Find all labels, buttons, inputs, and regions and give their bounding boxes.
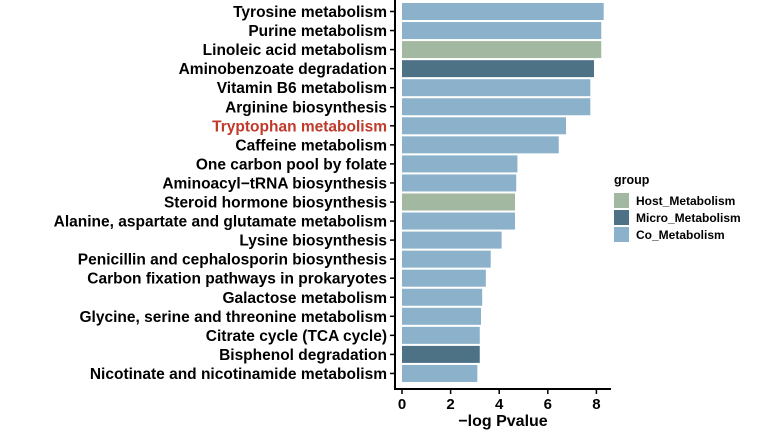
x-tick-label: 4 <box>495 396 504 413</box>
category-label: One carbon pool by folate <box>196 156 388 173</box>
bar <box>402 79 591 97</box>
x-tick-label: 8 <box>592 396 600 413</box>
x-tick-label: 6 <box>544 396 552 413</box>
bar <box>402 345 480 363</box>
category-label: Linoleic acid metabolism <box>203 42 387 59</box>
x-tick-label: 2 <box>446 396 454 413</box>
category-label: Citrate cycle (TCA cycle) <box>206 328 387 345</box>
category-label: Bisphenol degradation <box>219 347 387 364</box>
category-label: Nicotinate and nicotinamide metabolism <box>90 366 387 383</box>
legend: group Host_Metabolism Micro_Metabolism Co_… <box>614 173 741 242</box>
legend-items: Host_Metabolism Micro_Metabolism Co_Metabo… <box>614 193 741 242</box>
category-label: Tryptophan metabolism <box>212 118 387 135</box>
bar <box>402 212 515 230</box>
bar <box>402 117 567 135</box>
category-label: Alanine, aspartate and glutamate metabol… <box>54 214 387 231</box>
category-label: Glycine, serine and threonine metabolism <box>79 309 387 326</box>
bar <box>402 269 486 287</box>
legend-entry-label: Co_Metabolism <box>636 228 725 242</box>
category-label: Tyrosine metabolism <box>233 4 387 21</box>
x-axis-title: −log Pvalue <box>458 413 547 430</box>
bar <box>402 193 515 211</box>
bar <box>402 288 483 306</box>
bar <box>402 364 478 382</box>
bar <box>402 155 518 173</box>
bar <box>402 231 502 249</box>
category-label: Vitamin B6 metabolism <box>217 80 387 97</box>
category-label: Galactose metabolism <box>222 290 387 307</box>
category-label: Purine metabolism <box>248 23 387 40</box>
category-label: Penicillin and cephalosporin biosynthesi… <box>78 252 387 269</box>
bar <box>402 307 481 325</box>
legend-swatch <box>614 193 629 208</box>
x-tick-label: 0 <box>398 396 406 413</box>
legend-swatch <box>614 227 629 242</box>
x-ticks: 0 2 4 6 8 <box>398 389 601 413</box>
bar <box>402 326 480 344</box>
bar <box>402 41 602 59</box>
category-label: Steroid hormone biosynthesis <box>164 195 387 212</box>
legend-title: group <box>614 173 650 187</box>
category-label: Aminoacyl−tRNA biosynthesis <box>162 175 387 192</box>
legend-entry-label: Host_Metabolism <box>636 194 735 208</box>
category-labels: Tyrosine metabolism Purine metabolism Lino… <box>54 4 395 383</box>
category-label: Arginine biosynthesis <box>225 99 387 116</box>
category-label: Lysine biosynthesis <box>239 233 387 250</box>
legend-entry-label: Micro_Metabolism <box>636 211 741 225</box>
bar <box>402 60 594 78</box>
bars <box>402 3 604 382</box>
category-label: Carbon fixation pathways in prokaryotes <box>87 271 387 288</box>
bar <box>402 174 517 192</box>
bar <box>402 22 602 40</box>
bar <box>402 136 559 154</box>
category-label: Aminobenzoate degradation <box>179 61 387 78</box>
bar <box>402 98 591 116</box>
legend-swatch <box>614 210 629 225</box>
bar <box>402 3 604 20</box>
category-label: Caffeine metabolism <box>235 137 387 154</box>
bar <box>402 250 491 268</box>
